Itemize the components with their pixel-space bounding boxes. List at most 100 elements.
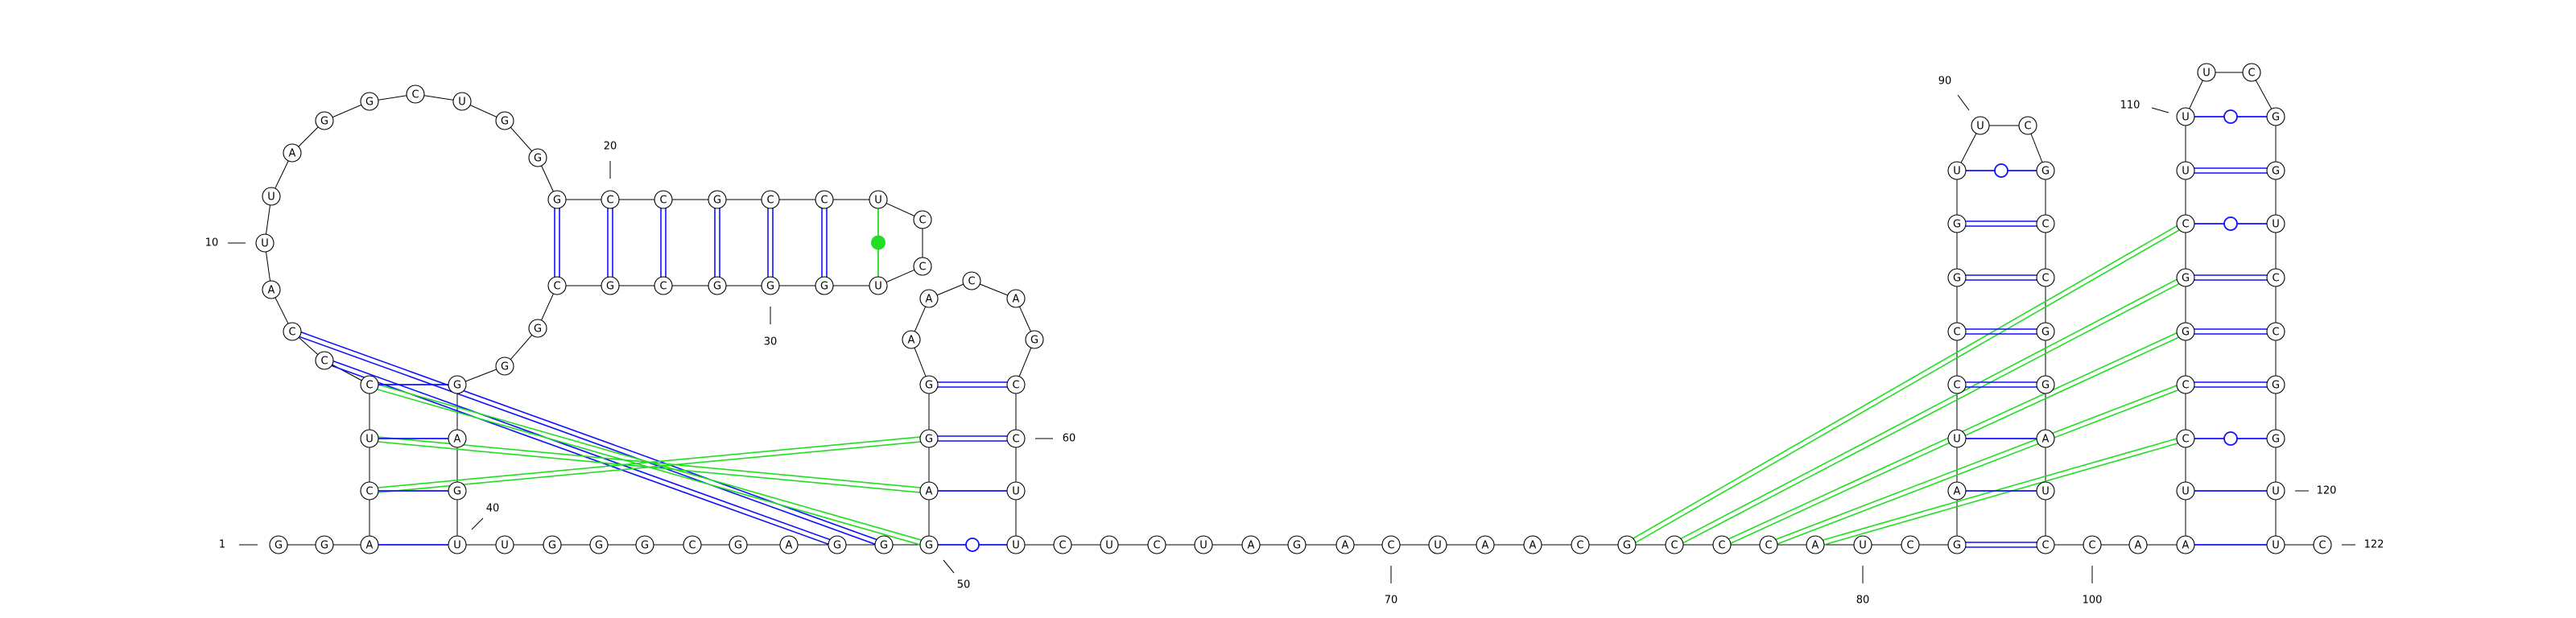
nucleotide-circle xyxy=(919,481,939,501)
nucleotide: A xyxy=(448,429,467,448)
nucleotide: A xyxy=(283,143,302,163)
nucleotide-circle xyxy=(828,535,847,554)
nucleotide: U xyxy=(255,233,275,253)
nucleotide-letter: U xyxy=(261,238,269,250)
position-label: 60 xyxy=(1063,433,1076,445)
nucleotide-circle xyxy=(815,190,834,209)
base-pair xyxy=(821,200,828,286)
nucleotide: G xyxy=(2036,322,2055,341)
nucleotide-letter: U xyxy=(458,97,466,109)
nucleotide: G xyxy=(269,535,288,554)
nucleotide: C xyxy=(913,210,932,229)
nucleotide-letter: U xyxy=(1105,540,1113,552)
nucleotide: G xyxy=(543,535,562,554)
nucleotide-letter: A xyxy=(2042,434,2050,446)
nucleotide-circle xyxy=(2036,481,2055,501)
base-pair xyxy=(1957,328,2046,335)
nucleotide-letter: U xyxy=(2182,486,2190,498)
nucleotide-circle xyxy=(1759,535,1778,554)
nucleotide-letter: C xyxy=(688,540,696,552)
nucleotide-letter: G xyxy=(534,323,542,336)
nucleotide-letter: G xyxy=(641,540,649,552)
nucleotide-letter: A xyxy=(926,486,933,498)
nucleotide-circle xyxy=(1381,535,1401,554)
position-label: 80 xyxy=(1856,595,1870,607)
nucleotide-circle xyxy=(708,276,727,295)
nucleotide-circle xyxy=(2266,535,2285,554)
nucleotide-letter: G xyxy=(553,195,561,207)
nucleotide: C xyxy=(2018,116,2037,135)
nucleotide-letter: U xyxy=(267,192,275,204)
nucleotide-circle xyxy=(2266,481,2285,501)
nucleotide-letter: G xyxy=(501,361,509,373)
base-pair xyxy=(2186,381,2276,388)
nucleotide: C xyxy=(2266,268,2285,287)
nucleotide: C xyxy=(2083,535,2102,554)
nucleotide: G xyxy=(919,375,939,394)
nucleotide-letter: A xyxy=(1482,540,1489,552)
nucleotide-circle xyxy=(1006,375,1026,394)
nucleotide: U xyxy=(360,429,379,448)
nucleotide-circle xyxy=(729,535,748,554)
nucleotide-circle xyxy=(1947,429,1967,448)
nucleotide-circle xyxy=(869,190,888,209)
nucleotide-letter: C xyxy=(2272,273,2279,285)
nucleotide-letter: C xyxy=(2272,327,2279,339)
nucleotide: G xyxy=(360,92,379,111)
nucleotide: C xyxy=(1947,375,1967,394)
nucleotide-letter: U xyxy=(2202,68,2211,80)
base-pair xyxy=(714,200,720,286)
nucleotide-circle xyxy=(547,190,567,209)
nucleotide-letter: C xyxy=(1153,540,1160,552)
nucleotide-letter: G xyxy=(713,281,721,293)
nucleotide-letter: G xyxy=(713,195,721,207)
nucleotide-circle xyxy=(2036,375,2055,394)
nucleotide-circle xyxy=(448,481,467,501)
pseudoknot-pair xyxy=(368,381,931,548)
nucleotide: A xyxy=(1335,535,1355,554)
nucleotide-circle xyxy=(919,429,939,448)
nucleotide-circle xyxy=(1712,535,1732,554)
nucleotide: G xyxy=(528,319,547,338)
nucleotide-circle xyxy=(1476,535,1495,554)
base-pair xyxy=(660,200,667,286)
nucleotide: G xyxy=(2266,107,2285,126)
nucleotide-letter: A xyxy=(1342,540,1349,552)
nucleotide-circle xyxy=(1853,535,1872,554)
nucleotide-circle xyxy=(1971,116,1990,135)
nucleotide: G xyxy=(919,429,939,448)
nucleotide: G xyxy=(729,535,748,554)
nucleotide: C xyxy=(1712,535,1732,554)
base-pair xyxy=(1957,220,2046,227)
nucleotide-circle xyxy=(406,84,425,104)
nucleotide: G xyxy=(1617,535,1637,554)
position-tick xyxy=(471,517,484,530)
nucleotide-letter: C xyxy=(1953,380,1960,392)
nucleotide-letter: C xyxy=(1012,380,1019,392)
nucleotide-circle xyxy=(262,187,281,206)
nucleotide-letter: C xyxy=(1718,540,1725,552)
nucleotide-letter: A xyxy=(1812,540,1819,552)
nucleotide: G xyxy=(1947,214,1967,233)
nucleotide: U xyxy=(448,535,467,554)
nucleotide-circle xyxy=(448,375,467,394)
nucleotide-letter: U xyxy=(501,540,509,552)
nucleotide: C xyxy=(601,190,620,209)
base-pair xyxy=(929,435,1016,442)
nucleotide-letter: G xyxy=(1623,540,1631,552)
nucleotide-letter: G xyxy=(820,281,828,293)
nucleotide-letter: G xyxy=(453,380,461,392)
nucleotide-circle xyxy=(315,351,334,370)
nucleotide: G xyxy=(761,276,780,295)
position-label: 110 xyxy=(2120,100,2140,112)
nucleotide: C xyxy=(406,84,425,104)
nucleotide: C xyxy=(283,322,302,341)
gu-wobble-marker xyxy=(2223,431,2238,446)
nucleotide-circle xyxy=(1335,535,1355,554)
nucleotide-circle xyxy=(1006,289,1026,308)
nucleotide: U xyxy=(495,535,514,554)
nucleotide: C xyxy=(315,351,334,370)
base-pair xyxy=(929,381,1016,388)
nucleotide-circle xyxy=(601,190,620,209)
nucleotide-circle xyxy=(360,375,379,394)
